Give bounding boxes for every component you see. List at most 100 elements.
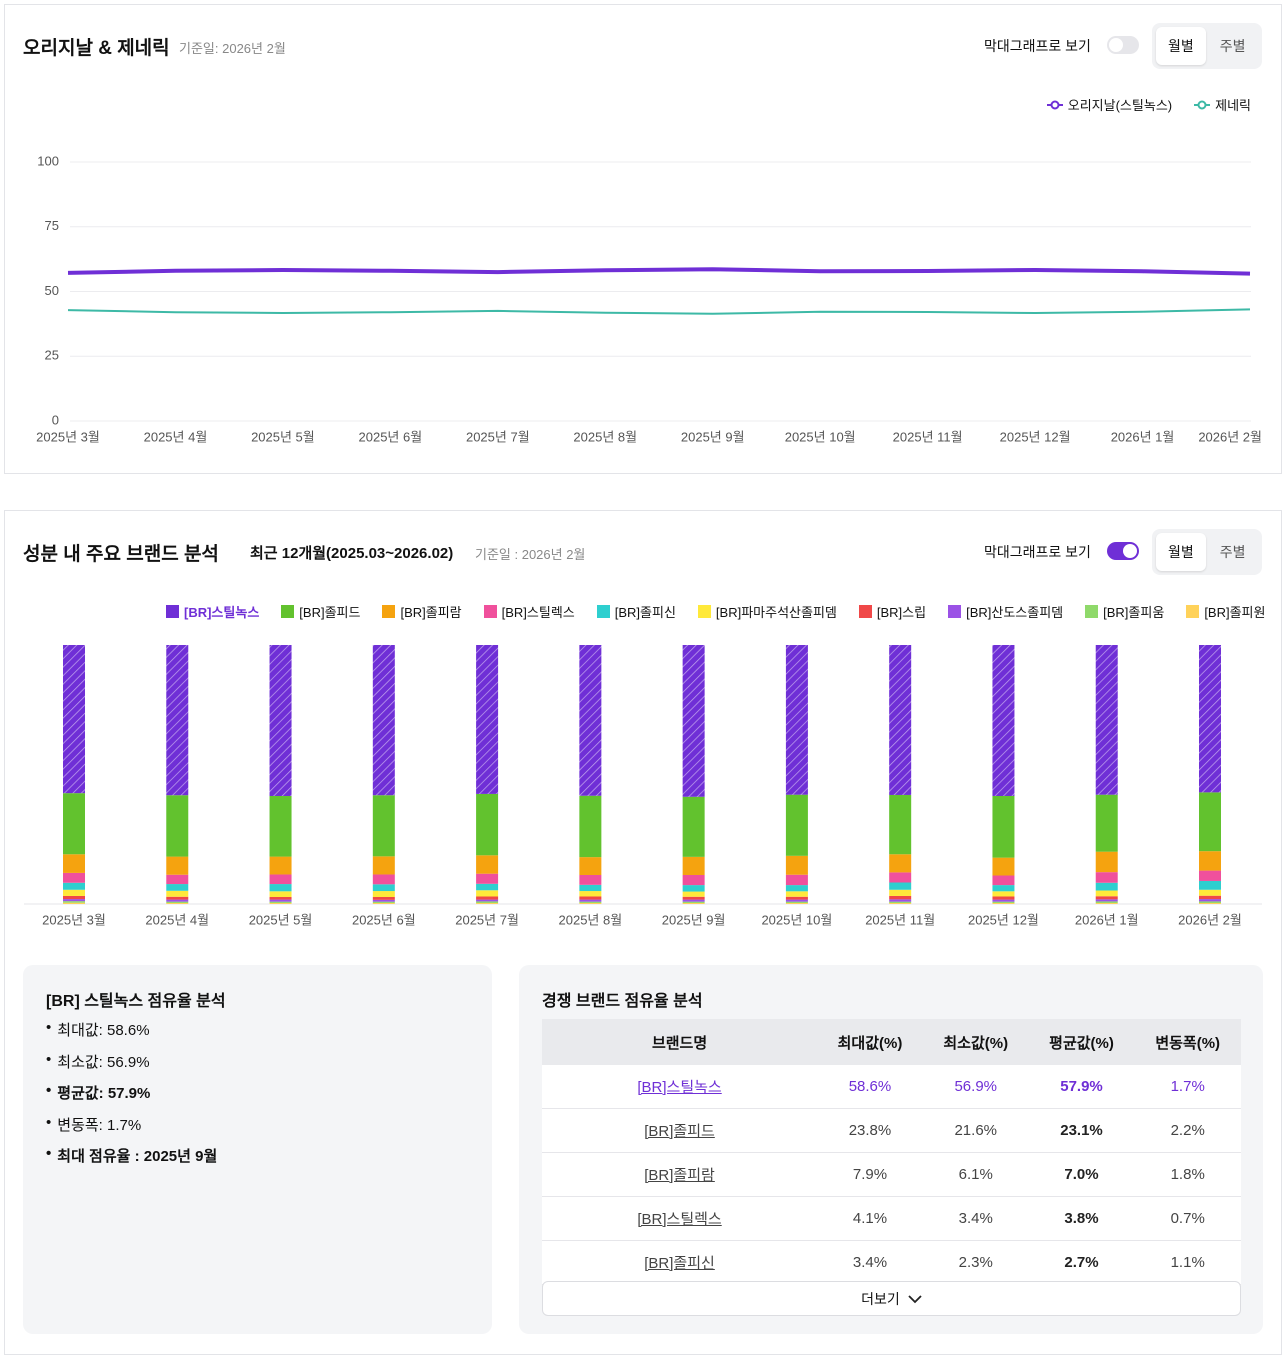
- bar-segment: [372, 891, 395, 898]
- legend-icon: [1046, 100, 1063, 109]
- table-cell: 23.8%: [817, 1108, 923, 1153]
- bar-segment: [166, 874, 189, 885]
- bar-segment: [476, 855, 499, 874]
- legend-item[interactable]: [BR]졸피신: [596, 602, 676, 621]
- brand-link[interactable]: [BR]졸피신: [542, 1240, 818, 1285]
- summary-text: 최소값: 56.9%: [57, 1053, 150, 1071]
- bar-segment: [269, 874, 292, 885]
- y-tick-label: 0: [52, 412, 59, 427]
- legend-item[interactable]: [BR]스틸녹스: [166, 602, 259, 621]
- y-tick-label: 25: [45, 348, 59, 363]
- bar-segment: [63, 882, 85, 890]
- line-chart: 0 25 50 75 100 2025년 3월 2025년 4월 2025년 5월 2025년 …: [36, 153, 1262, 444]
- bullet-dot: •: [46, 1019, 52, 1036]
- legend-label: [BR]파마주석산졸피뎀: [715, 605, 837, 620]
- bar-segment: [579, 645, 602, 796]
- bar-segment: [1199, 895, 1221, 900]
- table-row: [BR]졸피드 23.8% 21.6% 23.1% 2.2%: [542, 1108, 1241, 1153]
- tab[interactable]: 월별: [1156, 533, 1206, 571]
- bar-segment: [889, 872, 912, 883]
- bar-segment: [785, 885, 808, 892]
- subtitle: 기준일: 2026년 2월: [179, 41, 286, 56]
- legend-label: 오리지날(스틸녹스): [1067, 98, 1173, 113]
- summary-text: 최대 점유율 : 2025년 9월: [57, 1148, 218, 1165]
- bar-segment: [1095, 872, 1118, 883]
- bar-segment: [889, 882, 912, 890]
- bar-segment: [579, 901, 602, 903]
- tab[interactable]: 주별: [1219, 38, 1246, 54]
- legend-item[interactable]: [BR]스틸렉스: [483, 602, 575, 621]
- bar-segment: [1199, 901, 1221, 903]
- bar-segment: [63, 854, 85, 873]
- bar-segment: [785, 855, 808, 875]
- legend-swatch: [948, 605, 962, 618]
- x-tick-label: 2025년 3월: [36, 429, 100, 444]
- brand-link[interactable]: [BR]졸피드: [542, 1108, 818, 1153]
- legend-item: 오리지날(스틸녹스): [1046, 95, 1173, 114]
- tabs: 월별 주별: [1152, 23, 1262, 69]
- legend: [BR]스틸녹스 [BR]졸피드 [BR]졸피람 [BR]스틸렉스 [BR]졸피신 [BR…: [166, 602, 1265, 621]
- x-tick-label: 2025년 5월: [251, 429, 315, 444]
- x-tick-label: 2025년 6월: [359, 429, 423, 444]
- bar-segment: [579, 857, 602, 875]
- bar-segment: [476, 645, 499, 794]
- bar-segment: [992, 645, 1015, 796]
- column-header: 최대값(%): [817, 1019, 923, 1065]
- brand-link[interactable]: [BR]스틸녹스: [542, 1065, 818, 1109]
- x-tick-label: 2025년 3월: [42, 912, 106, 927]
- more-button[interactable]: 더보기: [542, 1281, 1241, 1316]
- bar-segment: [992, 901, 1015, 903]
- bar-segment: [682, 901, 705, 903]
- bar-segment: [682, 899, 705, 902]
- bar-segment: [166, 890, 189, 897]
- tab[interactable]: 주별: [1219, 544, 1246, 560]
- bar-segment: [476, 793, 499, 856]
- toggle-label: 막대그래프로 보기: [984, 544, 1091, 560]
- y-tick-label: 50: [45, 283, 59, 298]
- bar-segment: [63, 901, 85, 903]
- brand-link[interactable]: [BR]스틸렉스: [542, 1196, 818, 1241]
- bar-segment: [372, 795, 395, 857]
- summary-text: 변동폭: 1.7%: [57, 1116, 142, 1134]
- column-header: 평균값(%): [1028, 1019, 1135, 1065]
- bar-segment: [682, 796, 705, 857]
- bar-segment: [372, 902, 395, 904]
- legend-label: [BR]졸피드: [299, 605, 361, 620]
- legend-item: 제네릭: [1194, 95, 1251, 114]
- x-tick-label: 2025년 12월: [1000, 429, 1071, 444]
- legend-item[interactable]: [BR]졸피람: [382, 602, 462, 621]
- bar-segment: [372, 874, 395, 885]
- bullet-dot: •: [46, 1145, 52, 1162]
- bar-segment: [1095, 794, 1118, 852]
- summary-item: • 변동폭: 1.7%: [46, 1114, 217, 1146]
- legend-item[interactable]: [BR]파마주석산졸피뎀: [697, 602, 837, 621]
- table-cell: 21.6%: [922, 1108, 1029, 1153]
- toggle[interactable]: [1107, 36, 1139, 54]
- bar-segment: [1095, 902, 1118, 904]
- bar-segment: [166, 884, 189, 891]
- y-tick-label: 75: [45, 218, 59, 233]
- legend-item[interactable]: [BR]산도스졸피뎀: [948, 602, 1063, 621]
- table-cell: 23.1%: [1028, 1108, 1135, 1153]
- bar-segment: [579, 795, 602, 858]
- bar-segment: [476, 890, 499, 897]
- bar-segment: [1199, 792, 1221, 852]
- bar-segment: [372, 901, 395, 903]
- bar-segment: [992, 875, 1015, 886]
- bar-segment: [63, 872, 85, 883]
- panel-title: 경쟁 브랜드 점유율 분석: [542, 993, 703, 1010]
- brand-link[interactable]: [BR]졸피람: [542, 1152, 818, 1197]
- legend-item[interactable]: [BR]졸피원: [1186, 602, 1265, 621]
- bullet-dot: •: [46, 1082, 52, 1099]
- bar-segment: [785, 891, 808, 897]
- toggle[interactable]: [1107, 542, 1139, 560]
- legend-item[interactable]: [BR]졸피움: [1085, 602, 1164, 621]
- tab[interactable]: 월별: [1156, 27, 1206, 65]
- bar-segment: [1095, 901, 1118, 903]
- bar-segment: [992, 885, 1015, 892]
- summary-text: 평균값: 57.9%: [57, 1085, 151, 1102]
- legend-item[interactable]: [BR]스립: [858, 602, 926, 621]
- bar-segment: [372, 856, 395, 875]
- legend-item[interactable]: [BR]졸피드: [281, 602, 360, 621]
- bar-segment: [579, 899, 602, 902]
